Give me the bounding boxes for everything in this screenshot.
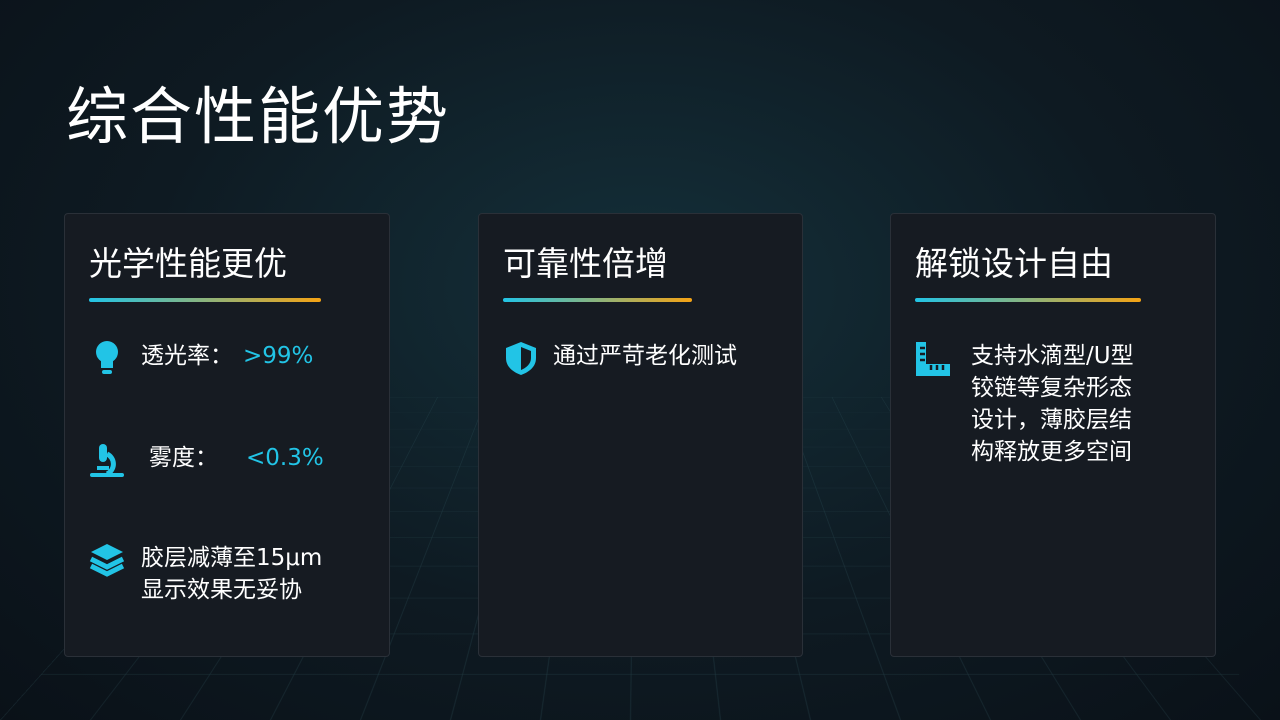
item-text: 通过严苛老化测试 (553, 343, 737, 369)
card-design: 解锁设计自由 支持水滴型/U型 铰链等复杂形态 设计，薄胶层结 构释放更多空间 (890, 213, 1216, 657)
list-item: 雾度： <0.3% (89, 442, 324, 478)
card-heading: 解锁设计自由 (915, 244, 1113, 283)
item-text: 支持水滴型/U型 (971, 343, 1134, 369)
item-text: 胶层减薄至15μm (141, 545, 323, 571)
card-heading: 光学性能更优 (89, 244, 287, 283)
microscope-icon (89, 442, 125, 478)
item-text: 构释放更多空间 (971, 439, 1132, 465)
item-label: 雾度： (149, 445, 218, 471)
layers-icon (89, 542, 125, 578)
card-optical: 光学性能更优 透光率： >99% 雾度： <0.3% 胶层减薄至15μm 显示效果无妥… (64, 213, 390, 657)
item-text: 显示效果无妥协 (141, 577, 302, 603)
list-item: 透光率： >99% (89, 340, 313, 376)
gradient-underline (915, 298, 1141, 302)
list-item: 支持水滴型/U型 铰链等复杂形态 设计，薄胶层结 构释放更多空间 (915, 340, 1134, 468)
item-value: <0.3% (246, 445, 324, 471)
gradient-underline (89, 298, 321, 302)
gradient-underline (503, 298, 692, 302)
item-label: 透光率： (141, 343, 233, 369)
item-text: 铰链等复杂形态 (971, 375, 1132, 401)
item-value: >99% (243, 343, 314, 369)
lightbulb-icon (89, 340, 125, 376)
ruler-icon (915, 340, 951, 376)
list-item: 胶层减薄至15μm 显示效果无妥协 (89, 542, 322, 606)
card-reliability: 可靠性倍增 通过严苛老化测试 (478, 213, 803, 657)
page-title: 综合性能优势 (66, 80, 451, 153)
list-item: 通过严苛老化测试 (503, 340, 737, 376)
item-text: 设计，薄胶层结 (971, 407, 1132, 433)
shield-icon (503, 340, 539, 376)
card-heading: 可靠性倍增 (503, 244, 668, 283)
